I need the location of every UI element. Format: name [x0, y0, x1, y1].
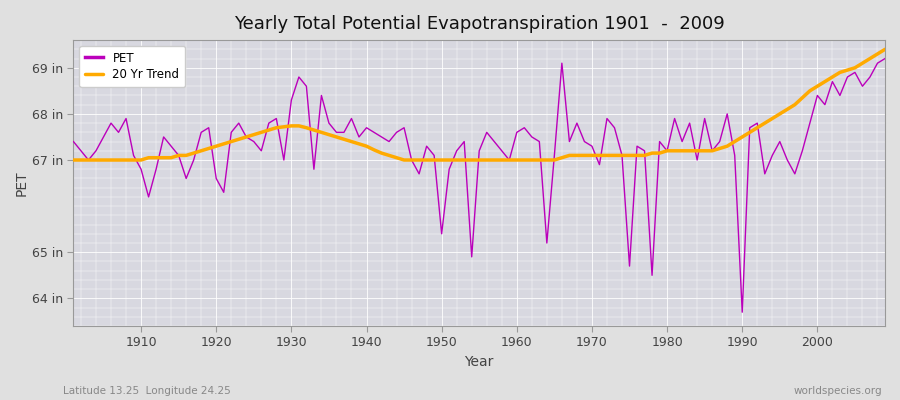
20 Yr Trend	[511, 158, 522, 162]
20 Yr Trend	[504, 158, 515, 162]
PET	[511, 130, 522, 135]
20 Yr Trend	[601, 153, 612, 158]
PET	[338, 130, 349, 135]
PET	[879, 56, 890, 61]
PET	[293, 75, 304, 80]
PET	[737, 310, 748, 314]
20 Yr Trend	[879, 47, 890, 52]
X-axis label: Year: Year	[464, 355, 494, 369]
Line: 20 Yr Trend: 20 Yr Trend	[74, 49, 885, 160]
Title: Yearly Total Potential Evapotranspiration 1901  -  2009: Yearly Total Potential Evapotranspiratio…	[234, 15, 724, 33]
Line: PET: PET	[74, 58, 885, 312]
PET	[504, 158, 515, 162]
20 Yr Trend	[128, 158, 139, 162]
PET	[68, 139, 79, 144]
Y-axis label: PET: PET	[15, 170, 29, 196]
20 Yr Trend	[68, 158, 79, 162]
PET	[128, 153, 139, 158]
PET	[601, 116, 612, 121]
20 Yr Trend	[293, 124, 304, 128]
Text: worldspecies.org: worldspecies.org	[794, 386, 882, 396]
20 Yr Trend	[338, 137, 349, 142]
Legend: PET, 20 Yr Trend: PET, 20 Yr Trend	[79, 46, 185, 87]
Text: Latitude 13.25  Longitude 24.25: Latitude 13.25 Longitude 24.25	[63, 386, 230, 396]
